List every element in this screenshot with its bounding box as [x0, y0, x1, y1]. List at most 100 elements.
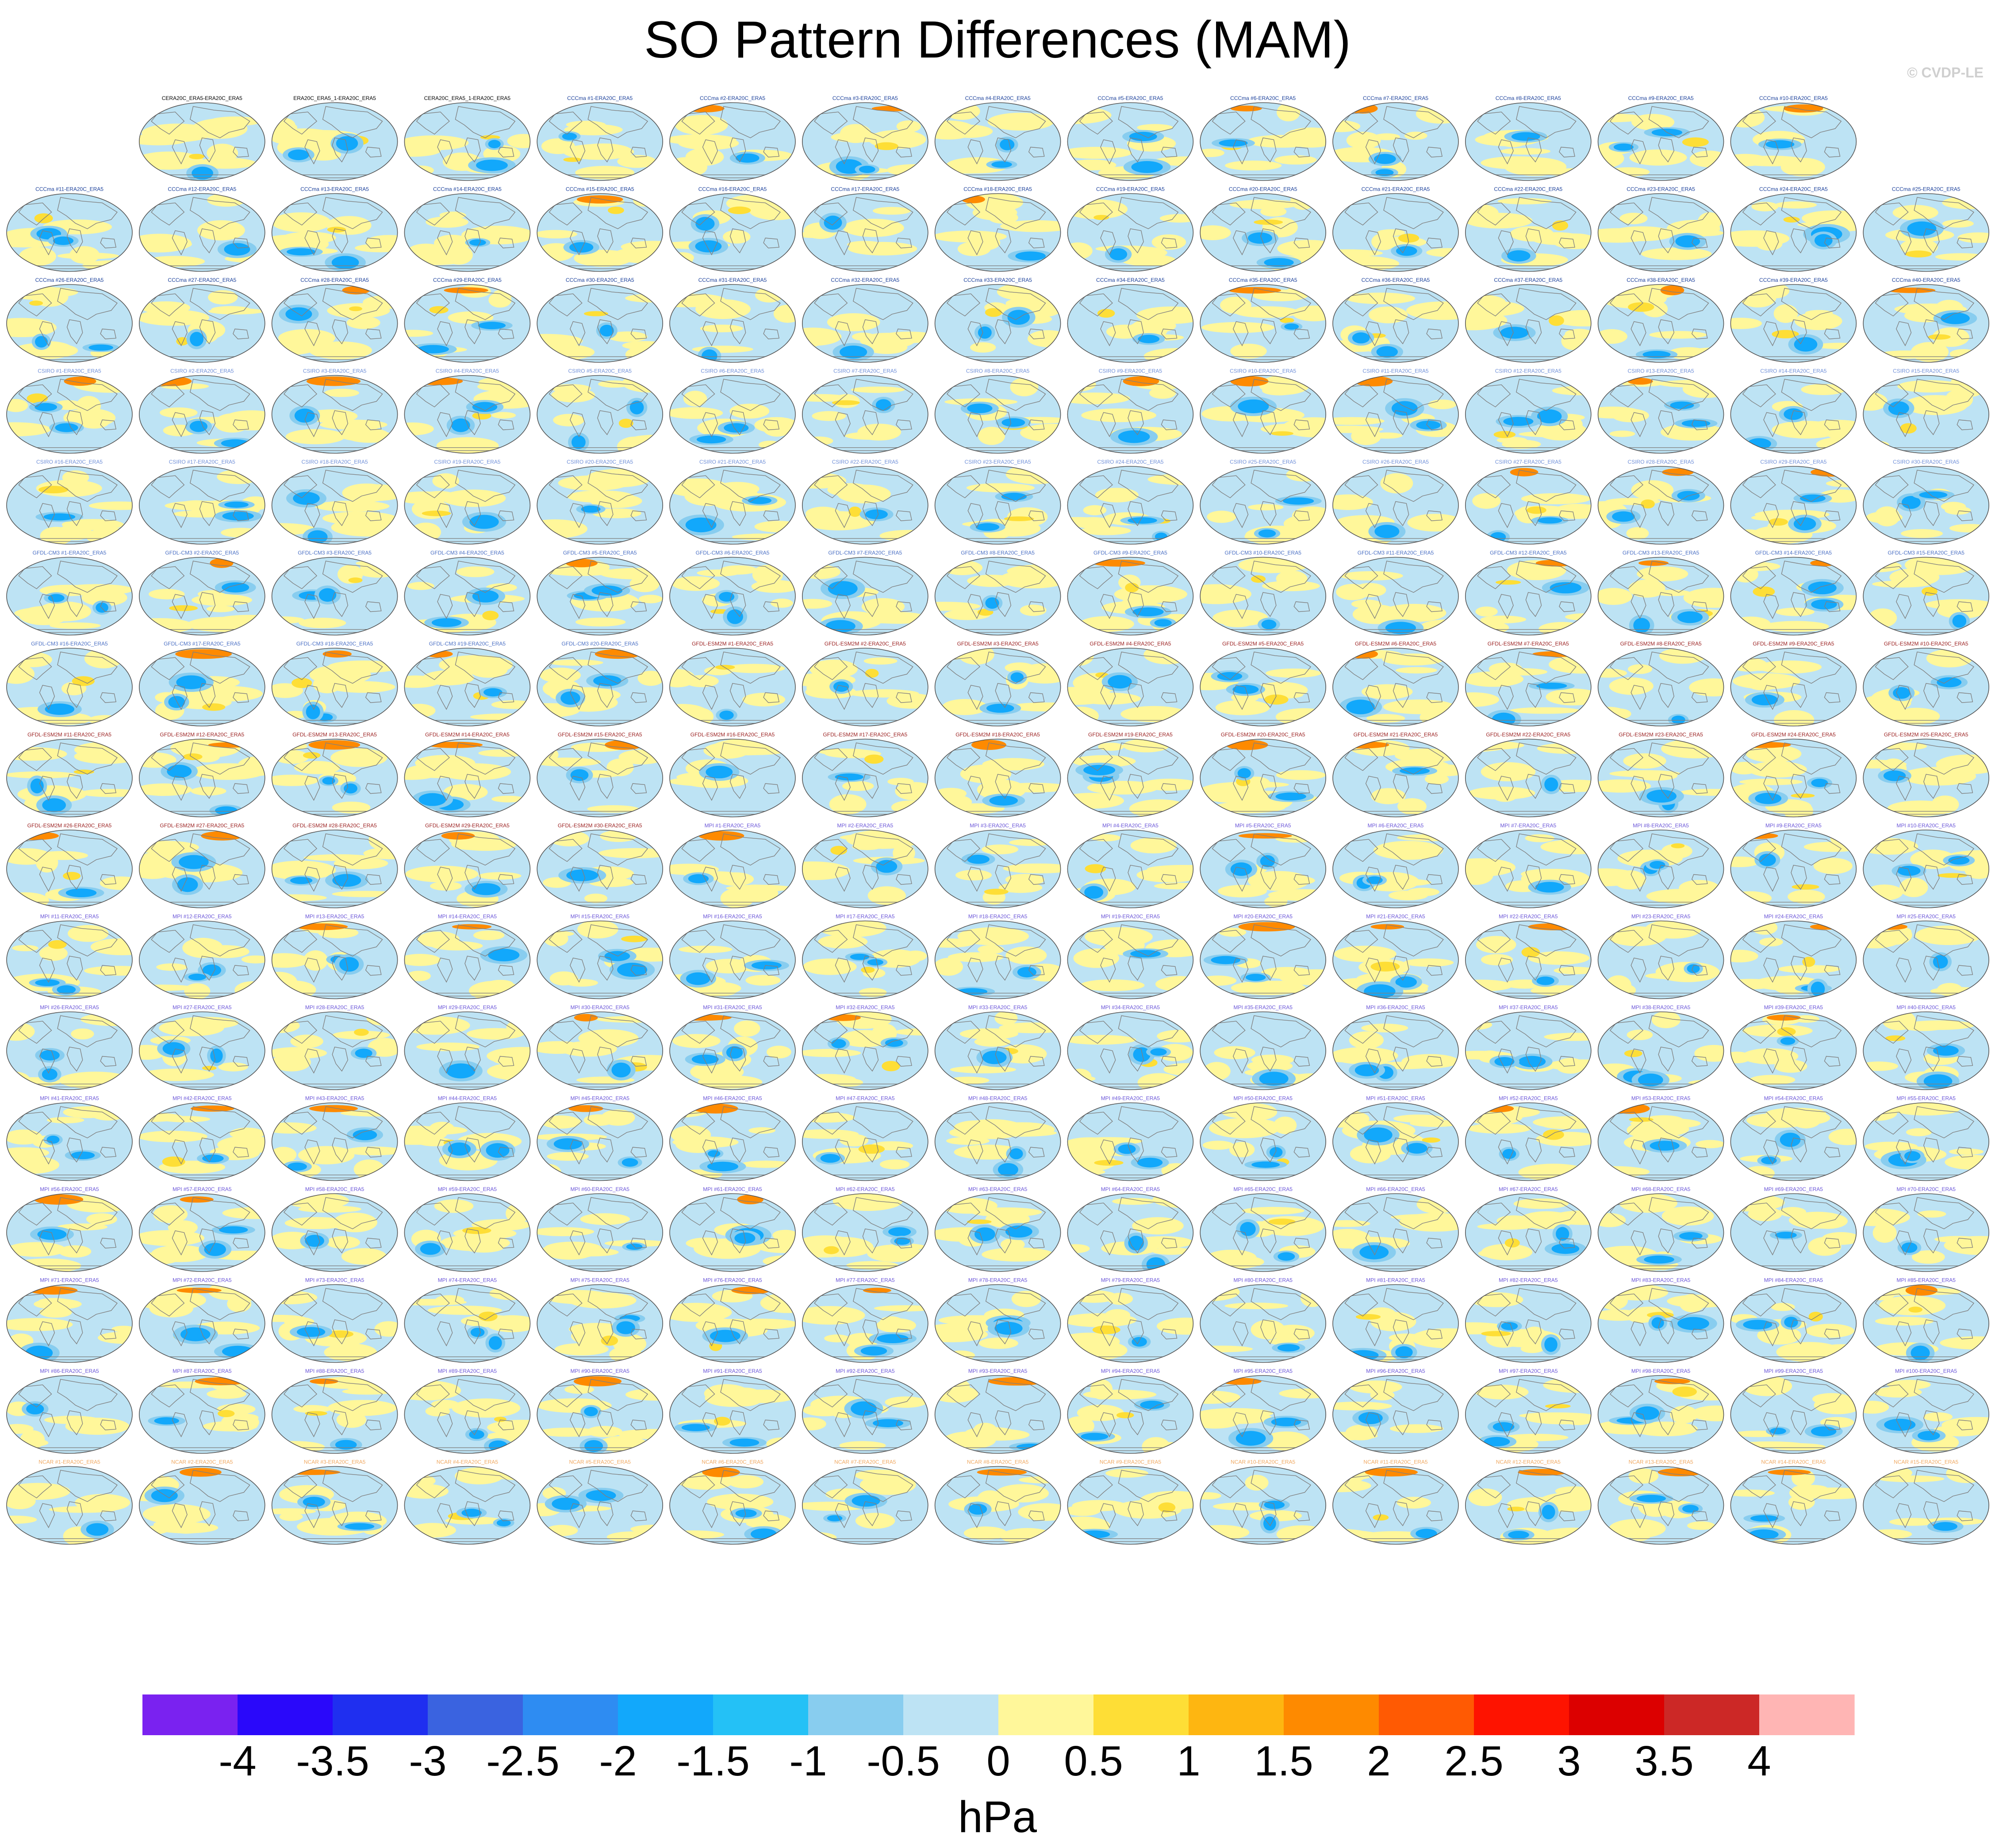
positive-anomaly: [139, 310, 209, 326]
map-frame: [1067, 102, 1194, 181]
colorbar-tick-label: -0.5: [867, 1737, 940, 1785]
colorbar-tick-label: 3.5: [1634, 1737, 1693, 1785]
positive-anomaly: [1934, 1236, 1982, 1243]
positive-anomaly: [142, 301, 191, 315]
map-panel: CCCma #30-ERA20C_ERA5: [537, 277, 663, 363]
panel-label: MPI #92-ERA20C_ERA5: [836, 1368, 895, 1374]
positive-anomaly: [967, 234, 1001, 251]
positive-anomaly: [308, 740, 361, 750]
map-panel: MPI #86-ERA20C_ERA5: [6, 1368, 133, 1454]
positive-anomaly: [169, 605, 198, 611]
map-panel: MPI #68-ERA20C_ERA5: [1597, 1186, 1724, 1272]
negative-anomaly: [293, 492, 320, 505]
map-panel: CSIRO #25-ERA20C_ERA5: [1200, 459, 1326, 545]
negative-anomaly: [1681, 420, 1711, 427]
positive-anomaly: [404, 145, 441, 157]
positive-anomaly: [1200, 225, 1231, 240]
map-frame: [138, 375, 265, 454]
map-panel: CERA20C_ERA5-ERA20C_ERA5: [138, 95, 265, 181]
panel-label: MPI #66-ERA20C_ERA5: [1366, 1186, 1425, 1192]
colorbar-units: hPa: [958, 1792, 1037, 1842]
panel-label: GFDL-ESM2M #19-ERA20C_ERA5: [1088, 732, 1173, 738]
positive-anomaly: [206, 606, 235, 612]
positive-anomaly: [1598, 1166, 1650, 1178]
panel-label: MPI #47-ERA20C_ERA5: [836, 1095, 895, 1102]
map-frame: [1200, 466, 1326, 545]
map-panel: GFDL-ESM2M #11-ERA20C_ERA5: [6, 732, 133, 818]
panel-label: MPI #31-ERA20C_ERA5: [703, 1004, 762, 1010]
panel-label: GFDL-CM3 #15-ERA20C_ERA5: [1888, 550, 1964, 556]
continent-outline: [549, 288, 648, 360]
map-panel: CCCma #32-ERA20C_ERA5: [802, 277, 928, 363]
positive-anomaly: [1465, 213, 1533, 229]
continent-outline: [1344, 106, 1444, 178]
positive-anomaly: [1428, 400, 1457, 409]
positive-anomaly: [405, 865, 479, 883]
panel-label: GFDL-ESM2M #11-ERA20C_ERA5: [27, 732, 111, 738]
positive-anomaly: [272, 1018, 300, 1033]
map-frame: [1465, 284, 1592, 363]
map-panel: CSIRO #19-ERA20C_ERA5: [404, 459, 531, 545]
positive-anomaly: [346, 430, 394, 443]
negative-anomaly: [553, 1138, 582, 1150]
map-panel: MPI #51-ERA20C_ERA5: [1332, 1095, 1459, 1181]
map-panel: GFDL-ESM2M #3-ERA20C_ERA5: [934, 641, 1061, 726]
positive-anomaly: [139, 783, 192, 796]
positive-anomaly: [978, 1337, 1018, 1349]
negative-anomaly: [1550, 582, 1581, 594]
negative-anomaly: [345, 1523, 375, 1530]
positive-anomaly: [966, 483, 1035, 492]
panel-label: MPI #96-ERA20C_ERA5: [1366, 1368, 1425, 1374]
negative-anomaly: [975, 523, 1000, 531]
negative-anomaly: [179, 855, 209, 869]
positive-anomaly: [840, 124, 871, 143]
negative-anomaly: [1751, 694, 1778, 706]
negative-anomaly: [1755, 792, 1782, 804]
negative-anomaly: [570, 769, 589, 781]
map-panel: MPI #26-ERA20C_ERA5: [6, 1004, 133, 1090]
map-panel: MPI #80-ERA20C_ERA5: [1200, 1277, 1326, 1363]
continent-outline: [1212, 197, 1312, 269]
panel-label: MPI #36-ERA20C_ERA5: [1366, 1004, 1425, 1010]
map-frame: [271, 284, 398, 363]
map-panel: CSIRO #21-ERA20C_ERA5: [669, 459, 796, 545]
positive-anomaly: [827, 313, 880, 331]
map-background: [1465, 466, 1591, 544]
negative-anomaly: [1230, 862, 1252, 876]
positive-anomaly: [7, 1242, 66, 1257]
positive-anomaly: [272, 1291, 318, 1305]
panel-label: CSIRO #27-ERA20C_ERA5: [1495, 459, 1561, 465]
positive-anomaly: [955, 870, 992, 881]
negative-anomaly: [46, 1135, 60, 1144]
negative-anomaly: [1636, 1495, 1666, 1502]
negative-anomaly: [835, 773, 863, 781]
positive-anomaly: [1502, 439, 1541, 449]
positive-anomaly: [978, 426, 1005, 445]
panel-label: CSIRO #15-ERA20C_ERA5: [1893, 368, 1959, 374]
map-panel: MPI #79-ERA20C_ERA5: [1067, 1277, 1194, 1363]
continent-outline: [946, 379, 1046, 451]
positive-anomaly: [537, 747, 559, 762]
negative-anomaly: [852, 1495, 880, 1507]
positive-anomaly: [802, 327, 842, 346]
map-panel: MPI #97-ERA20C_ERA5: [1465, 1368, 1592, 1454]
panel-label: GFDL-ESM2M #21-ERA20C_ERA5: [1354, 732, 1438, 738]
negative-anomaly: [865, 509, 888, 519]
negative-anomaly: [224, 501, 249, 508]
map-frame: [1200, 284, 1326, 363]
positive-anomaly: [617, 155, 656, 168]
panel-label: GFDL-CM3 #20-ERA20C_ERA5: [561, 641, 638, 647]
positive-anomaly: [191, 787, 226, 796]
panel-label: NCAR #2-ERA20C_ERA5: [171, 1459, 233, 1465]
continent-outline: [681, 106, 781, 178]
positive-anomaly: [299, 618, 346, 628]
panel-label: GFDL-CM3 #13-ERA20C_ERA5: [1623, 550, 1700, 556]
panel-label: MPI #17-ERA20C_ERA5: [836, 914, 895, 920]
continent-outline: [283, 106, 383, 178]
panel-label: CCCma #39-ERA20C_ERA5: [1759, 277, 1828, 283]
panel-label: MPI #16-ERA20C_ERA5: [703, 914, 762, 920]
positive-anomaly: [346, 316, 380, 329]
negative-anomaly: [40, 1050, 60, 1060]
map-panel: MPI #82-ERA20C_ERA5: [1465, 1277, 1592, 1363]
map-panel: CSIRO #5-ERA20C_ERA5: [537, 368, 663, 454]
